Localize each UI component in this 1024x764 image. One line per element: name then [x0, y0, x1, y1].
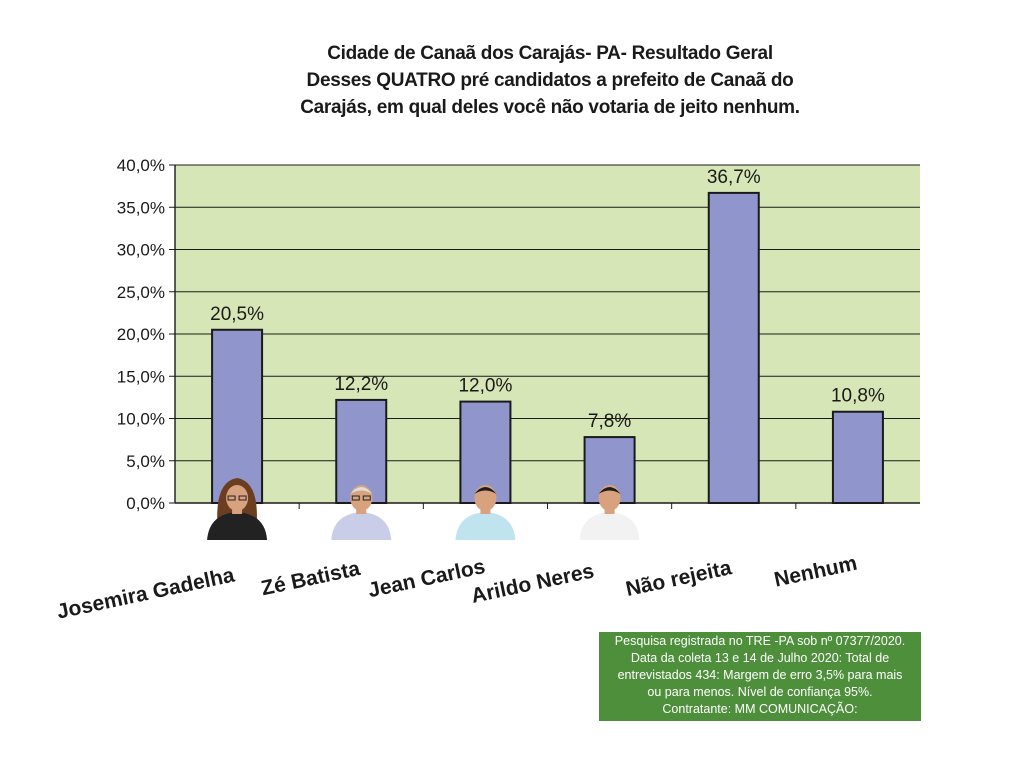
y-tick-label: 30,0%	[117, 241, 165, 260]
male-candidate-photo	[455, 485, 516, 540]
data-label: 36,7%	[707, 167, 761, 188]
chart-title-line: Carajás, em qual deles você não votaria …	[300, 97, 800, 118]
x-tick-label: Não rejeita	[624, 556, 734, 601]
survey-info-line: Pesquisa registrada no TRE -PA sob nº 07…	[614, 634, 906, 648]
data-label: 12,0%	[458, 376, 512, 397]
candidate-photos	[207, 478, 640, 540]
survey-info-line: entrevistados 434: Margem de erro 3,5% p…	[617, 668, 903, 682]
data-label: 10,8%	[831, 386, 885, 407]
y-tick-label: 5,0%	[126, 452, 165, 471]
male-candidate-photo	[331, 485, 392, 540]
male-candidate-photo	[579, 485, 640, 540]
x-tick-label: Zé Batista	[259, 557, 362, 600]
grid-lines	[169, 164, 920, 509]
chart-title: Cidade de Canaã dos Carajás- PA- Resulta…	[230, 40, 870, 121]
data-label: 7,8%	[588, 411, 631, 432]
bar	[707, 191, 760, 504]
survey-info-box: Pesquisa registrada no TRE -PA sob nº 07…	[599, 632, 921, 721]
bars: 20,5% 12,2% 12,0% 7,8% 36,7% 10,8%	[210, 167, 885, 505]
y-tick-label: 10,0%	[117, 410, 165, 429]
y-tick-label: 20,0%	[117, 325, 165, 344]
chart-title-line: Cidade de Canaã dos Carajás- PA- Resulta…	[327, 43, 773, 64]
data-label: 20,5%	[210, 304, 264, 325]
y-tick-label: 25,0%	[117, 283, 165, 302]
x-axis-labels: Josemira Gadelha Zé Batista Jean CarlosAri…	[55, 552, 859, 620]
survey-info-line: Data da coleta 13 e 14 de Julho 2020: To…	[630, 651, 890, 665]
data-label: 12,2%	[334, 374, 388, 395]
y-tick-label: 40,0%	[117, 156, 165, 175]
y-axis-ticks: 0,0% 5,0% 10,0% 15,0% 20,0% 25,0% 30,0% 35,0% 40…	[117, 156, 165, 513]
survey-info-line: ou para menos. Nível de confiança 95%.	[647, 685, 873, 699]
bar	[211, 328, 264, 504]
bar	[831, 410, 884, 504]
bar-chart: 0,0% 5,0% 10,0% 15,0% 20,0% 25,0% 30,0% 35,0% 40…	[55, 156, 920, 620]
x-tick-label: Arildo Neres	[469, 559, 596, 607]
x-tick-label: Nenhum	[772, 552, 859, 592]
x-tick-label: Jean Carlos	[366, 555, 487, 602]
x-tick-label: Josemira Gadelha	[55, 564, 237, 620]
female-candidate-photo	[207, 478, 268, 540]
y-tick-label: 0,0%	[126, 494, 165, 513]
survey-info-line: Contratante: MM COMUNICAÇÃO:	[662, 702, 858, 716]
y-tick-label: 35,0%	[117, 198, 165, 217]
chart-title-line: Desses QUATRO pré candidatos a prefeito …	[306, 70, 794, 91]
y-tick-label: 15,0%	[117, 367, 165, 386]
